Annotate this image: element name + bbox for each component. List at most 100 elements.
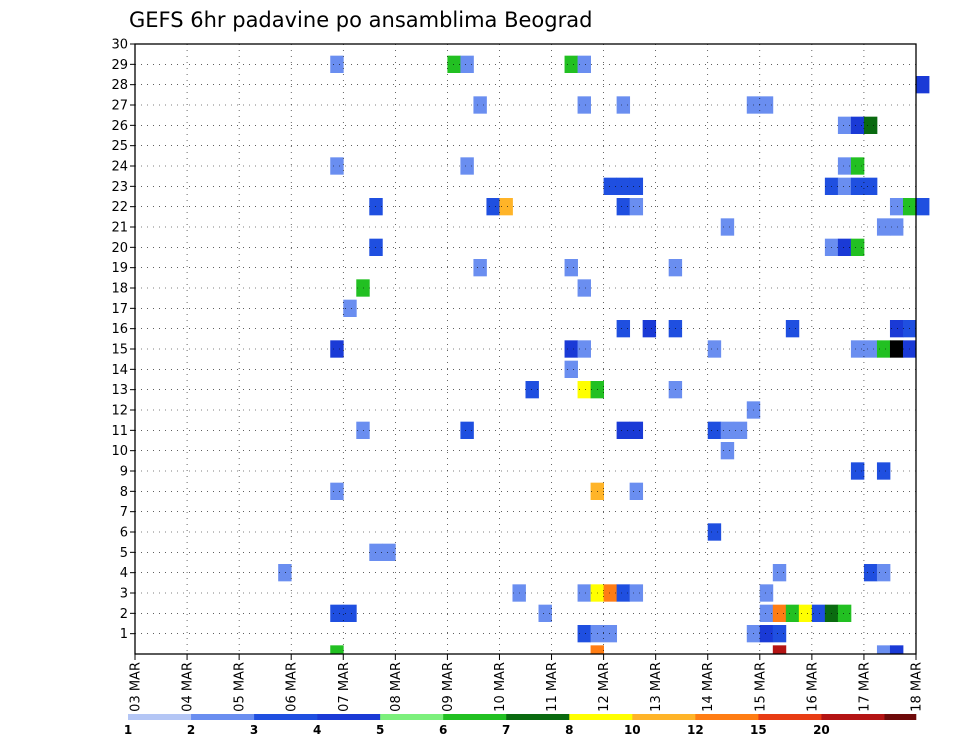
precip-cell [473, 96, 487, 114]
x-tick-label: 06 MAR [285, 662, 300, 712]
colorbar-label: 8 [565, 723, 573, 737]
precip-cell [720, 218, 735, 236]
y-tick-label: 23 [111, 180, 128, 195]
precip-cell [876, 340, 891, 358]
y-tick-label: 21 [111, 221, 128, 236]
precip-cell [356, 421, 370, 439]
colorbar-label: 3 [250, 723, 258, 737]
x-tick-label: 09 MAR [441, 662, 456, 712]
precip-cell [876, 462, 891, 480]
colorbar-swatch [632, 714, 696, 720]
y-tick-label: 27 [111, 99, 128, 114]
precip-cell [603, 625, 618, 643]
y-tick-label: 28 [111, 78, 128, 93]
precip-cell [629, 584, 644, 602]
x-tick-label: 10 MAR [493, 662, 508, 712]
precip-cell [772, 604, 787, 622]
x-tick-label: 15 MAR [753, 662, 768, 712]
precip-cell [733, 421, 748, 439]
y-tick-label: 15 [111, 343, 128, 358]
precip-cell [278, 564, 292, 582]
precip-cell [863, 177, 878, 195]
x-axis: 03 MAR 04 MAR 05 MAR 06 MAR 07 MAR 08 MAR 09 M… [129, 654, 925, 712]
y-tick-label: 20 [111, 241, 128, 256]
x-tick-label: 03 MAR [129, 662, 144, 712]
x-tick-label: 13 MAR [649, 662, 664, 712]
precip-cell [642, 320, 657, 338]
colorbar-swatch [884, 714, 917, 720]
precip-cell [772, 564, 787, 582]
y-tick-label: 24 [111, 160, 128, 175]
precip-cell [486, 198, 500, 216]
colorbar-swatch [821, 714, 885, 720]
precip-cell [616, 198, 631, 216]
y-tick-label: 1 [120, 627, 128, 642]
precip-cell [850, 340, 865, 358]
precip-cell [785, 320, 800, 338]
precip-cell [460, 55, 474, 73]
precip-cell [889, 645, 904, 654]
precip-cell [577, 381, 591, 399]
precip-cell [330, 55, 344, 73]
precip-cell [616, 421, 631, 439]
precip-cell [564, 55, 578, 73]
precip-cell [343, 299, 357, 317]
precip-cell [916, 198, 930, 216]
precip-cell [876, 645, 891, 654]
precip-cell [616, 177, 631, 195]
precip-cell [889, 340, 904, 358]
precip-cell [785, 604, 800, 622]
y-tick-label: 7 [120, 505, 128, 520]
precip-cell [889, 218, 904, 236]
precip-cell [772, 645, 787, 654]
precip-cell [616, 584, 631, 602]
precip-cell [629, 177, 644, 195]
precip-cell [850, 177, 865, 195]
colorbar-swatch [443, 714, 507, 720]
precip-cell [564, 340, 578, 358]
precip-cell [916, 76, 930, 94]
precip-cell [330, 340, 344, 358]
y-tick-label: 16 [111, 322, 128, 337]
precip-cell [759, 584, 774, 602]
colorbar-label: 4 [313, 723, 321, 737]
y-tick-label: 18 [111, 282, 128, 297]
colorbar-swatch [128, 714, 192, 720]
precip-cell [382, 543, 396, 561]
y-tick-label: 9 [120, 465, 128, 480]
y-tick-label: 4 [120, 566, 128, 581]
x-tick-label: 17 MAR [857, 662, 872, 712]
precip-cell [525, 381, 539, 399]
precip-cell [837, 177, 852, 195]
precip-cell [577, 96, 591, 114]
precip-cell [850, 462, 865, 480]
precip-cell [330, 604, 344, 622]
precip-cell [460, 421, 474, 439]
y-tick-label: 10 [111, 444, 128, 459]
x-tick-label: 16 MAR [805, 662, 820, 712]
precip-cell [447, 55, 461, 73]
precip-cell [629, 198, 644, 216]
precip-cell [798, 604, 813, 622]
precip-cell [603, 177, 618, 195]
precip-cell [837, 238, 852, 256]
y-axis: 1234567891011121314151617181920212223242… [111, 38, 135, 642]
colorbar-label: 6 [439, 723, 447, 737]
precip-cell [889, 198, 904, 216]
precip-cell [369, 543, 383, 561]
precip-cell [759, 604, 774, 622]
precip-cell [577, 625, 591, 643]
precip-cell [850, 238, 865, 256]
y-tick-label: 14 [111, 363, 128, 378]
precip-cell [577, 340, 591, 358]
y-tick-label: 5 [120, 546, 128, 561]
y-tick-label: 3 [120, 587, 128, 602]
precip-cell [863, 116, 878, 134]
y-tick-label: 2 [120, 607, 128, 622]
precip-cell [330, 157, 344, 175]
colorbar-swatch [758, 714, 822, 720]
colorbar-label: 20 [813, 723, 830, 737]
x-tick-label: 14 MAR [701, 662, 716, 712]
precip-cell [356, 279, 370, 297]
precip-cell [369, 238, 383, 256]
